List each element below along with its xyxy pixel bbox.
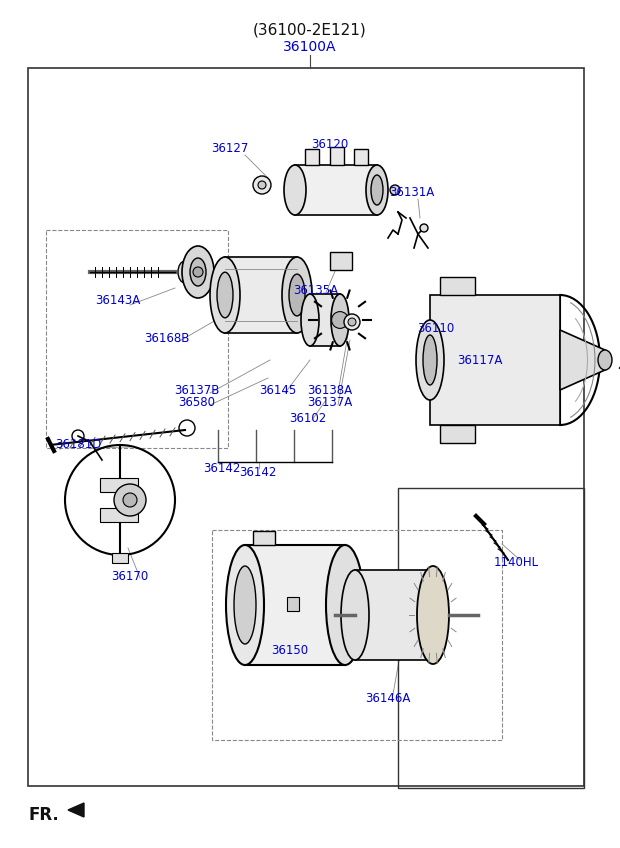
Bar	[440, 277, 475, 295]
Text: 36135A: 36135A	[293, 283, 339, 297]
Text: 36150: 36150	[272, 644, 309, 656]
Ellipse shape	[182, 246, 214, 298]
Bar	[287, 597, 299, 611]
Text: 36120: 36120	[311, 138, 348, 152]
Bar	[310, 294, 340, 346]
Text: 36181D: 36181D	[55, 438, 101, 451]
Polygon shape	[68, 803, 84, 817]
Text: 36100A: 36100A	[283, 40, 337, 54]
Text: 36142: 36142	[203, 461, 241, 475]
Circle shape	[123, 493, 137, 507]
Ellipse shape	[217, 272, 233, 318]
Ellipse shape	[301, 294, 319, 346]
Bar	[330, 252, 352, 270]
Text: 36138A: 36138A	[308, 383, 353, 397]
Bar	[46, 230, 228, 448]
Ellipse shape	[234, 566, 256, 644]
Circle shape	[344, 314, 360, 330]
Polygon shape	[560, 330, 605, 390]
Bar	[295, 165, 377, 215]
Circle shape	[253, 176, 271, 194]
Circle shape	[193, 267, 203, 277]
Text: 36110: 36110	[417, 321, 454, 334]
Circle shape	[114, 484, 146, 516]
Text: 36131A: 36131A	[389, 186, 435, 198]
Text: 36137B: 36137B	[174, 383, 219, 397]
Text: (36100-2E121): (36100-2E121)	[253, 23, 367, 37]
Bar	[440, 425, 475, 443]
Ellipse shape	[341, 570, 369, 660]
Bar	[225, 257, 297, 333]
Text: 36142: 36142	[239, 466, 277, 478]
Ellipse shape	[598, 350, 612, 370]
Ellipse shape	[332, 311, 348, 328]
Circle shape	[420, 224, 428, 232]
Ellipse shape	[390, 185, 400, 195]
Ellipse shape	[289, 274, 305, 316]
Bar	[354, 149, 368, 165]
Ellipse shape	[423, 335, 437, 385]
Bar	[305, 149, 319, 165]
Circle shape	[348, 318, 356, 326]
Circle shape	[258, 181, 266, 189]
Bar	[330, 147, 344, 165]
Text: 36117A: 36117A	[458, 354, 503, 366]
Ellipse shape	[178, 261, 192, 283]
Bar	[398, 488, 584, 788]
Bar	[212, 530, 502, 740]
Bar	[100, 508, 138, 522]
Text: 36146A: 36146A	[365, 691, 410, 705]
Text: 36145: 36145	[259, 383, 296, 397]
Ellipse shape	[190, 258, 206, 286]
Text: 1140HL: 1140HL	[494, 555, 539, 568]
Ellipse shape	[416, 320, 444, 400]
Text: 36168B: 36168B	[144, 332, 190, 344]
Text: 36170: 36170	[112, 570, 149, 583]
Bar	[100, 478, 138, 492]
Text: 36143A: 36143A	[95, 293, 141, 306]
Ellipse shape	[326, 545, 364, 665]
Ellipse shape	[366, 165, 388, 215]
Text: 36580: 36580	[179, 395, 216, 409]
Bar	[112, 553, 128, 563]
Ellipse shape	[210, 257, 240, 333]
Bar	[28, 68, 584, 786]
Text: 36127: 36127	[211, 142, 249, 154]
Ellipse shape	[417, 566, 449, 664]
Bar	[430, 295, 560, 425]
Bar	[253, 531, 275, 545]
Ellipse shape	[331, 294, 349, 346]
Ellipse shape	[226, 545, 264, 665]
Ellipse shape	[371, 175, 383, 205]
Bar	[355, 570, 433, 660]
Text: 36102: 36102	[290, 411, 327, 425]
Text: FR.: FR.	[28, 806, 59, 824]
Ellipse shape	[284, 165, 306, 215]
Bar	[245, 545, 345, 665]
Text: 36137A: 36137A	[308, 395, 353, 409]
Ellipse shape	[282, 257, 312, 333]
